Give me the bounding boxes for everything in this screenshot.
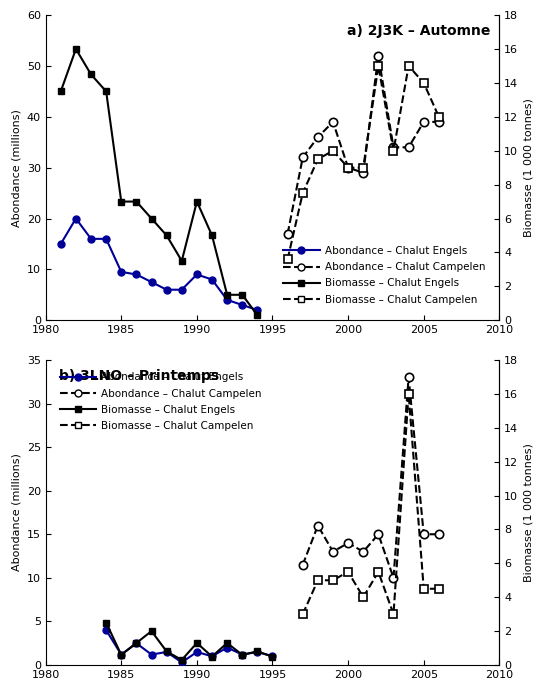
Legend: Abondance – Chalut Engels, Abondance – Chalut Campelen, Biomasse – Chalut Engels: Abondance – Chalut Engels, Abondance – C… (279, 242, 489, 309)
Text: b) 3LNO – Printemps: b) 3LNO – Printemps (59, 369, 220, 383)
Y-axis label: Biomasse (1 000 tonnes): Biomasse (1 000 tonnes) (524, 443, 534, 582)
Legend: Abondance – Chalut Engels, Abondance – Chalut Campelen, Biomasse – Chalut Engels: Abondance – Chalut Engels, Abondance – C… (56, 368, 266, 435)
Y-axis label: Biomasse (1 000 tonnes): Biomasse (1 000 tonnes) (524, 98, 534, 237)
Text: a) 2J3K – Automne: a) 2J3K – Automne (347, 24, 490, 38)
Y-axis label: Abondance (millions): Abondance (millions) (11, 453, 21, 571)
Y-axis label: Abondance (millions): Abondance (millions) (11, 108, 21, 227)
